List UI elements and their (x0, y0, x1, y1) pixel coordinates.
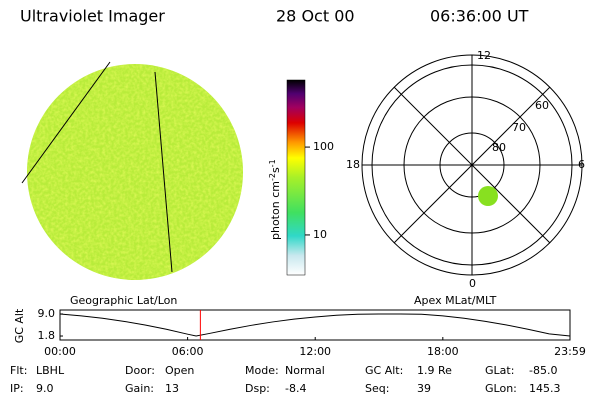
mlt-label: 6 (578, 158, 585, 171)
field-value: -8.4 (285, 382, 306, 395)
field-label: GLon: (485, 382, 517, 395)
x-tick-label: 06:00 (172, 345, 204, 358)
x-tick-label: 12:00 (299, 345, 331, 358)
field-value: LBHL (36, 364, 65, 377)
colorbar-tick-label: 10 (313, 228, 327, 241)
y-tick-label: 1.8 (38, 329, 56, 342)
field-label: IP: (10, 382, 24, 395)
field-value: Normal (285, 364, 325, 377)
y-tick-label: 9.0 (38, 307, 56, 320)
colorbar-tick-label: 100 (313, 140, 334, 153)
mlat-label: 70 (512, 121, 526, 134)
field-value: 9.0 (36, 382, 54, 395)
mlat-label: 80 (492, 141, 506, 154)
field-label: GC Alt: (365, 364, 403, 377)
field-value: -85.0 (529, 364, 557, 377)
left-label: Geographic Lat/Lon (70, 294, 177, 307)
field-label: Seq: (365, 382, 389, 395)
field-label: Gain: (125, 382, 154, 395)
field-label: Mode: (245, 364, 279, 377)
field-label: GLat: (485, 364, 514, 377)
x-tick-label: 00:00 (44, 345, 76, 358)
date: 28 Oct 00 (276, 7, 355, 26)
earth-image (21, 61, 243, 280)
field-value: Open (165, 364, 194, 377)
mlt-label: 18 (346, 158, 360, 171)
mlt-label: 0 (469, 277, 476, 290)
y-axis-label: GC Alt (13, 308, 26, 343)
altitude-line (59, 313, 571, 337)
colorbar-label: photon cm-2s-1 (268, 159, 283, 240)
field-label: Flt: (10, 364, 27, 377)
field-value: 13 (165, 382, 179, 395)
colorbar (286, 79, 306, 276)
plot-frame (59, 309, 571, 341)
field-value: 1.9 Re (417, 364, 452, 377)
field-value: 145.3 (529, 382, 561, 395)
x-tick-label: 18:00 (427, 345, 459, 358)
title: Ultraviolet Imager (20, 7, 165, 26)
field-label: Dsp: (245, 382, 270, 395)
x-tick-label: 23:59 (554, 345, 586, 358)
field-label: Door: (125, 364, 155, 377)
field-value: 39 (417, 382, 431, 395)
time: 06:36:00 UT (430, 7, 529, 26)
right-label: Apex MLat/MLT (414, 294, 497, 307)
mlt-label: 12 (477, 49, 491, 62)
polar-plot (361, 54, 583, 276)
mlat-label: 60 (535, 99, 549, 112)
